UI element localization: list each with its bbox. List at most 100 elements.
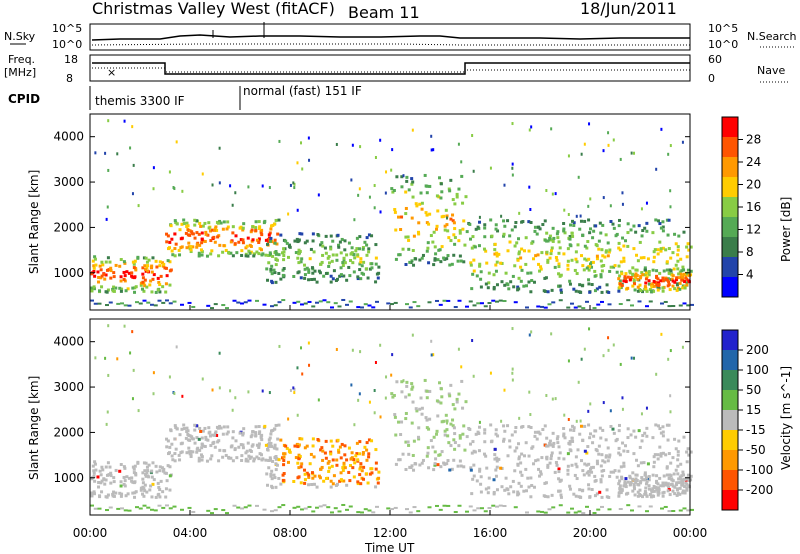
power-cell (281, 299, 286, 302)
power-cell (529, 271, 533, 275)
velocity-cell (358, 473, 362, 477)
velocity-cell (502, 505, 507, 508)
power-cell (360, 306, 364, 309)
power-cell (341, 298, 346, 301)
power-cell (472, 304, 477, 307)
velocity-cell (307, 505, 312, 508)
power-cell (317, 193, 320, 197)
power-cell (216, 235, 220, 239)
power-cell (421, 253, 425, 257)
power-cell (201, 239, 205, 243)
velocity-cell (142, 494, 146, 498)
power-cell (637, 224, 641, 228)
ytick-label: 4000 (53, 130, 84, 144)
velocity-cell (260, 453, 264, 457)
power-cell (439, 182, 443, 186)
velocity-cell (235, 456, 239, 460)
power-cell (141, 280, 145, 284)
velocity-cell (602, 401, 605, 405)
velocity-cell (136, 461, 140, 465)
power-cell (153, 304, 158, 307)
colorbar-frame (721, 329, 739, 511)
power-cell (587, 218, 591, 222)
power-cell (671, 251, 675, 255)
power-cell (262, 303, 267, 306)
velocity-cell (90, 494, 94, 498)
velocity-cell (551, 506, 556, 509)
velocity-cell (391, 353, 394, 357)
power-cell (557, 262, 561, 266)
velocity-cell (377, 470, 381, 474)
power-cell (439, 260, 443, 264)
power-cell (342, 256, 346, 260)
velocity-cell (404, 468, 408, 472)
velocity-cell (593, 479, 597, 483)
power-cell (667, 247, 671, 251)
velocity-cell (353, 423, 356, 427)
velocity-cell (315, 506, 319, 509)
power-cell (556, 230, 560, 234)
velocity-cell (158, 469, 162, 473)
velocity-cell (599, 480, 603, 484)
velocity-cell (240, 458, 244, 462)
power-cell (375, 300, 379, 303)
power-cell (527, 280, 531, 284)
velocity-cell (641, 478, 645, 482)
velocity-cell (410, 421, 414, 425)
velocity-cell (221, 432, 225, 436)
power-cell (624, 280, 628, 284)
velocity-cell (526, 476, 530, 480)
freq-trace (92, 62, 690, 75)
power-cell (184, 231, 188, 235)
velocity-cell (548, 441, 552, 445)
velocity-cell (529, 413, 532, 417)
velocity-cell (493, 457, 497, 461)
velocity-cell (258, 430, 262, 434)
velocity-cell (169, 429, 173, 433)
power-cell (198, 221, 202, 225)
velocity-cell (257, 425, 261, 429)
velocity-cell (460, 365, 463, 369)
power-cell (619, 282, 623, 286)
power-cell (173, 187, 176, 191)
velocity-cell (104, 465, 108, 469)
power-cell (617, 241, 621, 245)
velocity-cell (615, 475, 619, 479)
power-cell (517, 250, 521, 254)
velocity-cell (631, 489, 635, 493)
velocity-cell (509, 485, 513, 489)
velocity-cell (225, 512, 229, 515)
velocity-cell (628, 483, 632, 487)
power-cell (231, 225, 235, 229)
velocity-cell (109, 471, 113, 475)
power-cell (453, 227, 457, 231)
power-cell (374, 256, 378, 260)
velocity-cell (453, 441, 457, 445)
power-cell (141, 287, 145, 291)
power-cell (562, 229, 566, 233)
velocity-cell (637, 429, 641, 433)
power-cell (636, 289, 640, 293)
power-cell (582, 268, 586, 272)
power-cell (168, 302, 173, 305)
velocity-cell (161, 506, 166, 509)
velocity-cell (533, 434, 537, 438)
velocity-cell (330, 464, 334, 468)
velocity-cell (655, 480, 659, 484)
power-cell (550, 238, 554, 242)
velocity-cell (685, 488, 689, 492)
velocity-cell (374, 461, 378, 465)
velocity-cell (360, 469, 364, 473)
power-cell (114, 286, 118, 290)
power-cell (448, 263, 452, 267)
velocity-cell (418, 463, 422, 467)
power-cell (402, 174, 405, 178)
velocity-cell (93, 479, 97, 483)
velocity-cell (311, 476, 315, 480)
velocity-cell (349, 464, 353, 468)
power-cell (292, 301, 297, 304)
power-cell (102, 272, 106, 276)
velocity-cell (493, 453, 497, 457)
velocity-cell (303, 478, 307, 482)
velocity-cell (92, 471, 96, 475)
